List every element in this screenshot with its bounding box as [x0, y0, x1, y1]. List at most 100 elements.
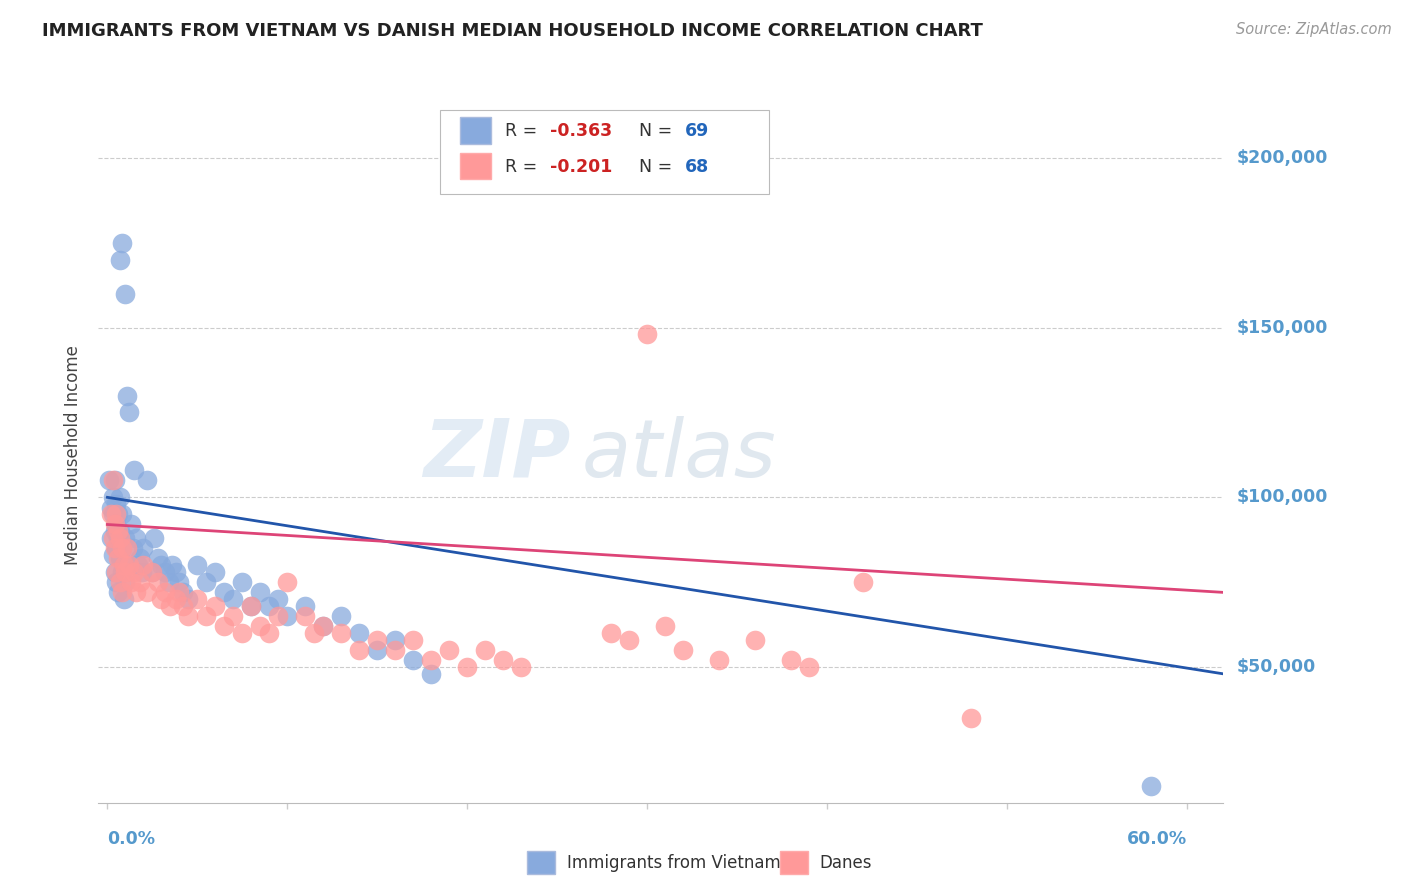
Text: 0.0%: 0.0%	[107, 830, 156, 848]
Point	[104, 524, 127, 539]
Point	[240, 599, 263, 613]
Point	[294, 599, 316, 613]
Point	[101, 531, 124, 545]
Point	[420, 666, 443, 681]
Point	[114, 565, 136, 579]
Point	[330, 626, 353, 640]
Text: R =: R =	[505, 158, 543, 176]
Text: $50,000: $50,000	[1237, 658, 1316, 676]
Point	[172, 585, 194, 599]
Text: atlas: atlas	[582, 416, 778, 494]
Text: N =: N =	[628, 158, 678, 176]
Point	[125, 531, 148, 545]
Point	[153, 585, 176, 599]
Point	[146, 551, 169, 566]
Point	[492, 653, 515, 667]
Text: 68: 68	[685, 158, 709, 176]
Point	[112, 558, 135, 573]
Point	[112, 592, 135, 607]
Point	[111, 541, 134, 556]
Point	[276, 609, 298, 624]
Point	[105, 517, 128, 532]
Point	[231, 626, 253, 640]
Point	[600, 626, 623, 640]
Point	[128, 575, 150, 590]
Point	[127, 558, 149, 573]
Point	[111, 235, 134, 250]
Point	[107, 551, 129, 566]
Point	[294, 609, 316, 624]
Point	[195, 609, 218, 624]
Point	[159, 599, 181, 613]
Point	[114, 286, 136, 301]
Point	[120, 517, 142, 532]
Point	[214, 585, 236, 599]
Text: -0.363: -0.363	[550, 122, 612, 140]
Point	[312, 619, 335, 633]
Point	[108, 252, 131, 267]
Point	[204, 599, 226, 613]
Point	[125, 585, 148, 599]
Point	[960, 711, 983, 725]
Point	[366, 643, 388, 657]
Point	[104, 474, 127, 488]
Point	[384, 643, 406, 657]
Text: R =: R =	[505, 122, 543, 140]
Point	[222, 592, 245, 607]
Point	[384, 632, 406, 647]
Point	[165, 592, 187, 607]
Point	[112, 558, 135, 573]
Point	[111, 508, 134, 522]
Point	[510, 660, 533, 674]
Point	[143, 531, 166, 545]
Text: 69: 69	[685, 122, 709, 140]
Point	[402, 632, 425, 647]
Text: ZIP: ZIP	[423, 416, 571, 494]
Text: 60.0%: 60.0%	[1128, 830, 1187, 848]
Point	[177, 609, 200, 624]
Point	[100, 531, 122, 545]
Point	[186, 592, 208, 607]
Point	[165, 565, 187, 579]
Point	[744, 632, 766, 647]
Point	[249, 585, 271, 599]
Point	[222, 609, 245, 624]
Point	[799, 660, 821, 674]
Point	[304, 626, 326, 640]
Point	[141, 565, 163, 579]
Point	[267, 592, 290, 607]
Point	[312, 619, 335, 633]
Point	[105, 508, 128, 522]
Point	[115, 388, 138, 402]
Point	[456, 660, 478, 674]
Text: Danes: Danes	[820, 854, 872, 871]
Point	[259, 626, 281, 640]
Point	[131, 565, 153, 579]
Point	[132, 541, 155, 556]
Point	[111, 585, 134, 599]
Point	[115, 541, 138, 556]
Point	[150, 558, 173, 573]
Point	[204, 565, 226, 579]
Point	[186, 558, 208, 573]
Point	[150, 592, 173, 607]
Point	[420, 653, 443, 667]
Point	[330, 609, 353, 624]
Point	[780, 653, 803, 667]
Point	[108, 551, 131, 566]
Point	[104, 565, 127, 579]
Point	[98, 474, 121, 488]
Point	[231, 575, 253, 590]
Point	[349, 626, 371, 640]
Point	[259, 599, 281, 613]
Point	[104, 541, 127, 556]
Point	[118, 405, 141, 419]
Point	[120, 575, 142, 590]
Point	[852, 575, 875, 590]
Text: Source: ZipAtlas.com: Source: ZipAtlas.com	[1236, 22, 1392, 37]
Text: -0.201: -0.201	[550, 158, 612, 176]
Point	[177, 592, 200, 607]
Point	[146, 575, 169, 590]
Point	[100, 500, 122, 515]
Point	[114, 575, 136, 590]
